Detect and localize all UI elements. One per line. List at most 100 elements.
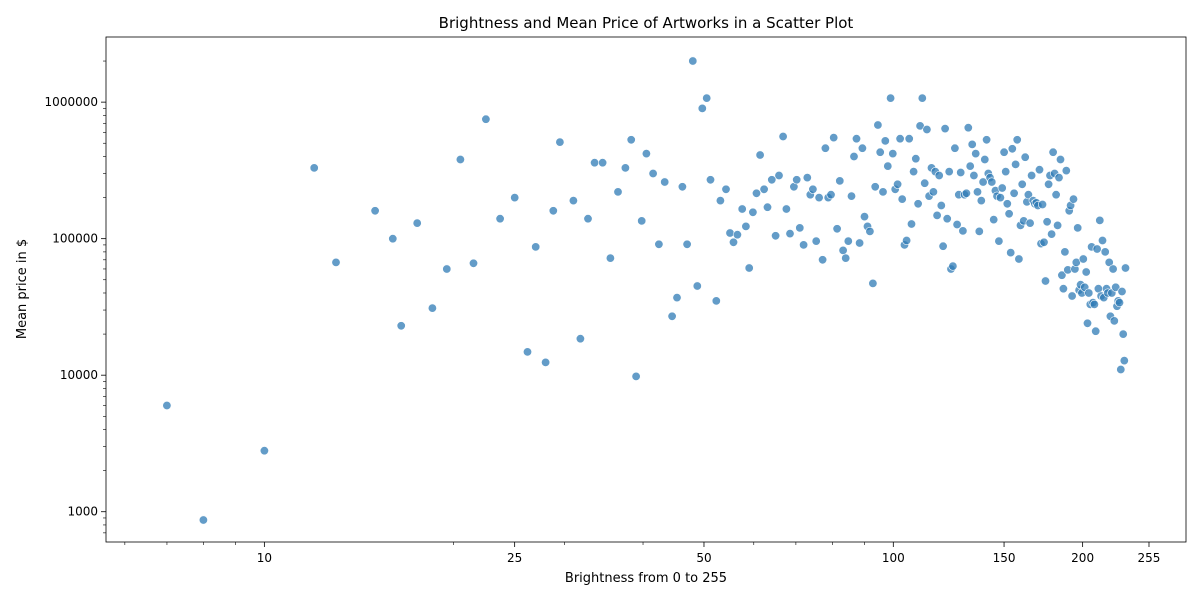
data-point [1004,209,1014,219]
data-point [936,201,946,211]
data-point [980,155,990,165]
data-point [982,135,992,145]
data-point [522,347,532,357]
data-point [575,334,585,344]
data-point [989,215,999,225]
data-point [370,206,380,216]
data-point [1041,276,1051,286]
data-point [865,226,875,236]
x-axis-ticks: 10 25 50 100 150 200 255 [124,542,1161,565]
data-point [1109,316,1119,326]
data-point [583,214,593,224]
data-point [1007,144,1017,154]
data-point [851,134,861,144]
data-point [1083,318,1093,328]
data-point [971,149,981,159]
data-point [1038,200,1048,210]
data-point [1035,165,1045,175]
data-point [781,204,791,214]
data-point [767,175,777,185]
data-point [814,193,824,203]
data-point [873,120,883,130]
data-point [495,214,505,224]
data-point [1047,229,1057,239]
data-point [751,188,761,198]
data-point [427,303,437,313]
data-point [997,183,1007,193]
x-tick-label: 255 [1138,551,1161,565]
data-point [198,515,208,525]
data-point [412,218,422,228]
data-point [396,321,406,331]
data-point [1044,179,1054,189]
data-point [802,173,812,183]
x-tick-label: 200 [1071,551,1094,565]
data-point [922,125,932,135]
x-tick-label: 150 [993,551,1016,565]
data-point [1118,329,1128,339]
data-point [1042,217,1052,227]
data-point [732,230,742,240]
data-point [711,296,721,306]
data-point [974,226,984,236]
x-tick-label: 50 [696,551,711,565]
x-tick-label: 10 [257,551,272,565]
data-point [1081,267,1091,277]
data-point [909,167,919,177]
data-point [811,236,821,246]
data-point [940,124,950,134]
data-point [938,241,948,251]
data-point [1089,299,1099,309]
data-point [969,171,979,181]
data-point [1020,152,1030,162]
data-point [1095,215,1105,225]
y-axis-label: Mean price in $ [15,239,30,339]
data-point [967,139,977,149]
data-point [728,237,738,247]
data-point [878,187,888,197]
data-point [826,190,836,200]
data-point [598,158,608,168]
data-point [697,103,707,113]
data-point [762,202,772,212]
data-point [1061,166,1071,176]
data-point [818,255,828,265]
data-point [849,152,859,162]
data-point [963,123,973,133]
data-point [442,264,452,274]
data-point [626,135,636,145]
data-point [999,147,1009,157]
data-point [920,178,930,188]
data-point [829,133,839,143]
data-point [688,56,698,66]
data-point [631,371,641,381]
data-point [654,239,664,249]
data-point [481,114,491,124]
data-point [857,143,867,153]
data-point [702,93,712,103]
data-point [1115,298,1125,308]
data-point [259,446,269,456]
data-point [721,184,731,194]
data-point [667,311,677,321]
data-point [590,158,600,168]
data-point [893,179,903,189]
y-tick-label: 1000 [67,505,98,519]
data-point [1006,248,1016,258]
data-point [978,177,988,187]
data-point [1009,188,1019,198]
data-point [1058,284,1068,294]
data-point [1119,356,1129,366]
data-point [841,253,851,263]
data-point [1011,159,1021,169]
data-point [1039,237,1049,247]
data-point [555,137,565,147]
data-point [1051,190,1061,200]
data-point [692,281,702,291]
data-point [1091,326,1101,336]
data-point [1111,282,1121,292]
data-point [875,147,885,157]
data-point [995,193,1005,203]
